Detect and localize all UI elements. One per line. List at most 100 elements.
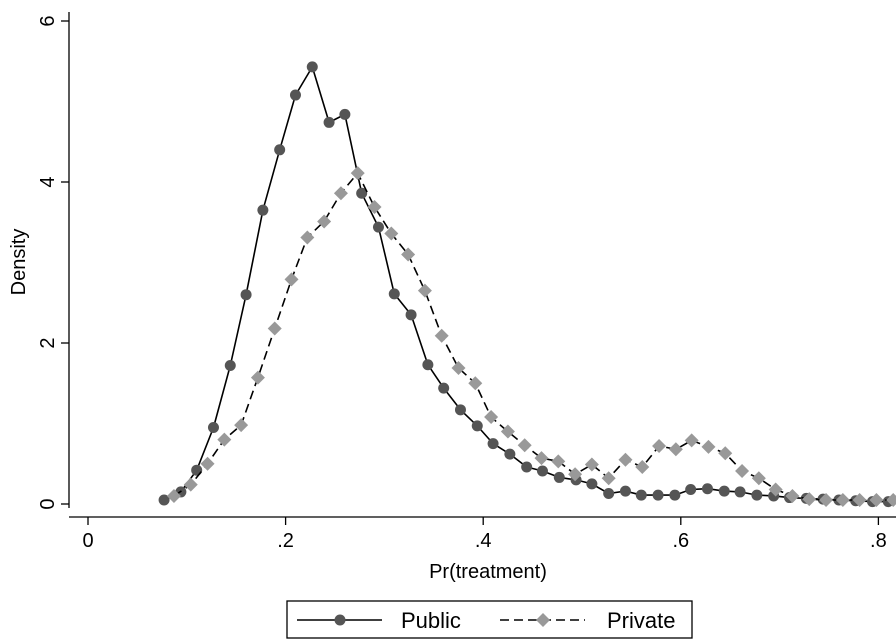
x-tick-label: 0 xyxy=(82,530,93,552)
data-point-public xyxy=(158,494,170,506)
x-tick-label: .6 xyxy=(672,530,689,552)
y-tick-label: 0 xyxy=(37,498,59,509)
data-point-public xyxy=(718,485,730,497)
data-point-private xyxy=(819,492,834,507)
data-point-private xyxy=(718,446,733,461)
data-point-private xyxy=(668,442,683,457)
x-axis-title: Pr(treatment) xyxy=(429,561,547,583)
data-point-public xyxy=(701,483,713,495)
data-point-private xyxy=(234,418,249,433)
data-point-private xyxy=(584,457,599,472)
data-point-public xyxy=(521,461,533,473)
data-point-private xyxy=(785,488,800,503)
data-point-public xyxy=(504,448,516,460)
data-point-public xyxy=(191,464,203,476)
data-point-private xyxy=(434,328,449,343)
data-point-private xyxy=(384,226,399,241)
legend: Public Private xyxy=(286,600,693,639)
data-point-private xyxy=(684,433,699,448)
data-point-public xyxy=(586,478,598,490)
data-point-private xyxy=(534,451,549,466)
data-point-public xyxy=(224,360,236,372)
data-point-private xyxy=(568,467,583,482)
data-point-private xyxy=(500,424,515,439)
data-point-public xyxy=(422,359,434,371)
data-point-private xyxy=(701,439,716,454)
legend-label-private: Private xyxy=(607,608,675,633)
data-point-private xyxy=(250,370,265,385)
data-point-private xyxy=(768,482,783,497)
data-point-public xyxy=(274,144,286,156)
data-point-private xyxy=(267,321,282,336)
data-point-private xyxy=(284,272,299,287)
series-layer xyxy=(158,61,896,508)
data-point-public xyxy=(339,108,351,120)
data-point-public xyxy=(603,488,615,500)
data-point-private xyxy=(333,186,348,201)
legend-marker-private xyxy=(536,613,550,627)
y-tick-label: 4 xyxy=(37,176,59,187)
series-private xyxy=(166,166,896,507)
data-point-private xyxy=(551,454,566,469)
legend-marker-public xyxy=(334,614,346,626)
data-point-public xyxy=(619,485,631,497)
data-point-private xyxy=(217,432,232,447)
data-point-private xyxy=(183,477,198,492)
data-point-public xyxy=(471,420,483,432)
x-axis: 0 .2 .4 .6 .8 xyxy=(69,516,896,552)
data-point-private xyxy=(401,247,416,262)
data-point-public xyxy=(635,489,647,501)
data-point-public xyxy=(751,489,763,501)
data-point-public xyxy=(553,471,565,483)
data-point-public xyxy=(669,489,681,501)
data-point-private xyxy=(751,471,766,486)
data-point-public xyxy=(257,204,269,216)
data-point-private xyxy=(886,492,896,507)
data-point-public xyxy=(438,382,450,394)
data-point-private xyxy=(451,360,466,375)
y-axis-title: Density xyxy=(8,229,30,296)
data-point-private xyxy=(166,488,181,503)
data-point-public xyxy=(405,309,417,321)
y-tick-label: 6 xyxy=(37,15,59,26)
data-point-public xyxy=(207,422,219,434)
data-point-public xyxy=(652,489,664,501)
data-point-private xyxy=(468,376,483,391)
data-point-private xyxy=(652,439,667,454)
data-point-private xyxy=(367,199,382,214)
series-line-public xyxy=(163,66,889,503)
x-tick-label: .2 xyxy=(277,530,294,552)
legend-label-public: Public xyxy=(401,608,461,633)
data-point-private xyxy=(601,471,616,486)
data-point-private xyxy=(835,492,850,507)
data-point-public xyxy=(734,486,746,498)
data-point-private xyxy=(517,438,532,453)
data-point-public xyxy=(685,484,697,496)
data-point-private xyxy=(417,283,432,298)
data-point-private xyxy=(852,492,867,507)
data-point-public xyxy=(454,404,466,416)
data-point-public xyxy=(323,116,335,128)
x-tick-label: .4 xyxy=(475,530,492,552)
data-point-private xyxy=(635,459,650,474)
data-point-private xyxy=(300,230,315,245)
data-point-public xyxy=(356,187,368,199)
data-point-public xyxy=(240,289,252,301)
data-point-public xyxy=(388,288,400,300)
data-point-private xyxy=(735,463,750,478)
data-point-private xyxy=(200,456,215,471)
data-point-public xyxy=(487,438,499,450)
y-tick-label: 2 xyxy=(37,337,59,348)
y-axis: 0 2 4 6 xyxy=(37,12,70,510)
data-point-public xyxy=(372,221,384,233)
data-point-private xyxy=(802,492,817,507)
data-point-private xyxy=(869,492,884,507)
data-point-private xyxy=(484,410,499,425)
data-point-public xyxy=(306,61,318,73)
data-point-private xyxy=(350,166,365,181)
data-point-public xyxy=(536,465,548,477)
x-tick-label: .8 xyxy=(870,530,887,552)
series-line-private xyxy=(173,172,894,501)
data-point-private xyxy=(317,214,332,229)
